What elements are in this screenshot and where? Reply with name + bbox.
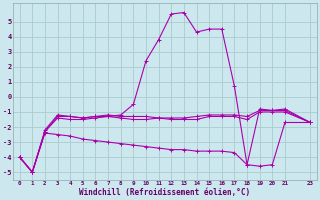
X-axis label: Windchill (Refroidissement éolien,°C): Windchill (Refroidissement éolien,°C) — [79, 188, 251, 197]
